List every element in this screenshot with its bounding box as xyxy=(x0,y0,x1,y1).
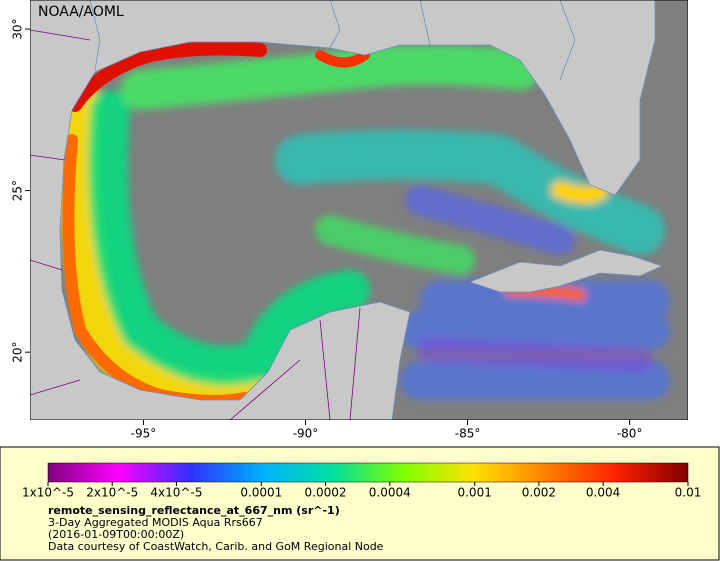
colorbar-variable: remote_sensing_reflectance_at_667_nm (sr… xyxy=(48,504,340,517)
y-tick-label: 25° xyxy=(11,180,25,201)
x-tick-label: -90° xyxy=(293,427,319,441)
legend-line: Data courtesy of CoastWatch, Carib. and … xyxy=(48,540,384,553)
x-tick-label: -95° xyxy=(131,427,157,441)
x-tick-label: -80° xyxy=(617,427,643,441)
colorbar-tick-label: 2x10^-5 xyxy=(86,486,138,500)
colorbar-tick-label: 0.01 xyxy=(675,486,702,500)
colorbar xyxy=(47,462,689,483)
colorbar-tick-label: 0.004 xyxy=(586,486,620,500)
borders xyxy=(30,29,361,420)
colorbar-tick-label: 0.0002 xyxy=(305,486,347,500)
reflectance-field xyxy=(58,45,670,416)
rivers xyxy=(89,0,576,81)
colorbar-tick-label: 0.0004 xyxy=(369,486,411,500)
colorbar-tick-label: 0.001 xyxy=(457,486,491,500)
land-cuba xyxy=(468,249,664,293)
x-tick-label: -85° xyxy=(455,427,481,441)
colorbar-tick-label: 1x10^-5 xyxy=(22,486,74,500)
legend-line: (2016-01-09T00:00:00Z) xyxy=(48,528,184,541)
legend-line: 3-Day Aggregated MODIS Aqua Rrs667 xyxy=(48,516,263,529)
colorbar-tick-label: 0.0001 xyxy=(240,486,282,500)
colorbar-tick-label: 4x10^-5 xyxy=(150,486,202,500)
land-north-america xyxy=(30,0,656,420)
map xyxy=(30,0,688,420)
y-tick-label: 30° xyxy=(11,18,25,39)
y-tick-label: 20° xyxy=(11,342,25,363)
colorbar-tick-label: 0.002 xyxy=(522,486,556,500)
map-title: NOAA/AOML xyxy=(38,4,124,20)
